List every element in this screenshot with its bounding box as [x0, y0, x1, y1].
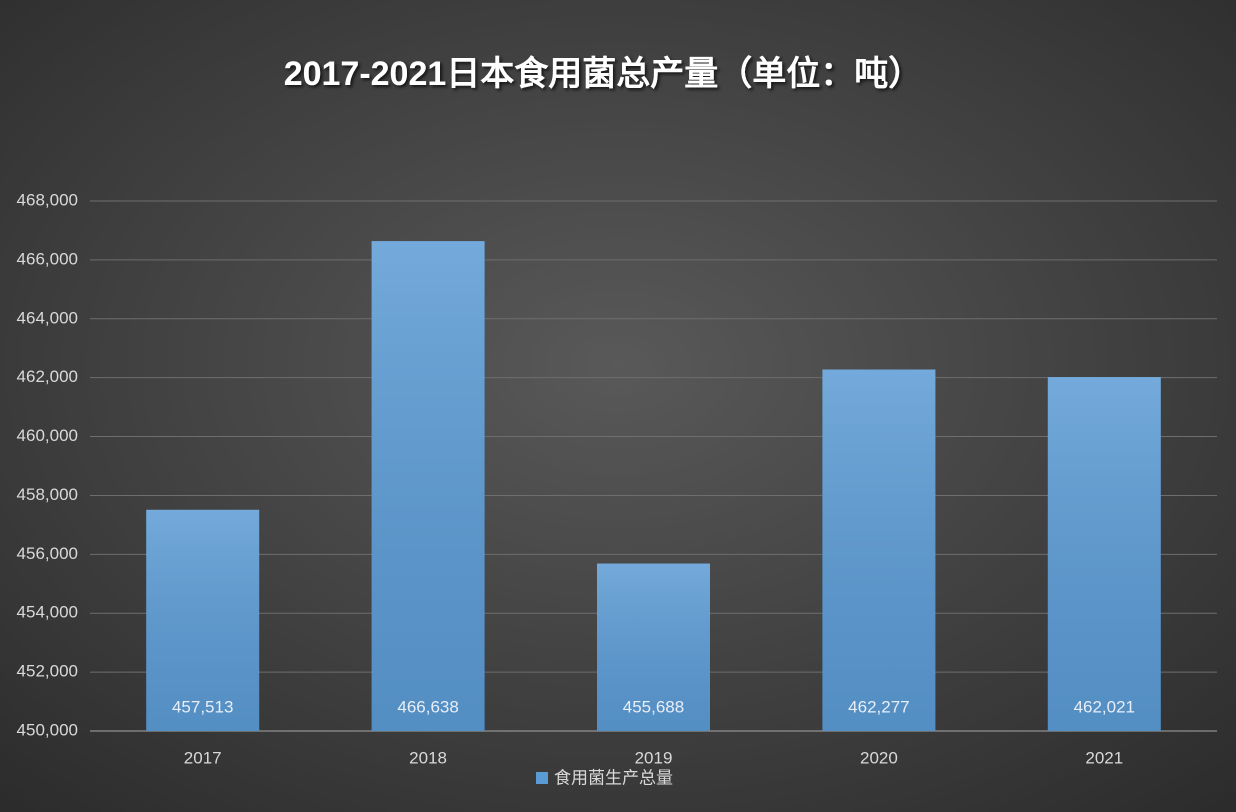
y-tick-label: 454,000: [17, 603, 78, 622]
data-label: 462,277: [848, 697, 909, 716]
x-tick-label: 2019: [635, 748, 673, 767]
bar-shine: [371, 241, 485, 731]
bar-shine: [597, 563, 710, 731]
y-tick-label: 468,000: [17, 190, 78, 209]
legend-swatch: [536, 772, 548, 784]
data-label: 462,021: [1074, 697, 1135, 716]
y-tick-label: 464,000: [17, 308, 78, 327]
x-tick-label: 2018: [409, 748, 447, 767]
bar-shine: [1047, 377, 1161, 731]
bar-shine: [822, 369, 936, 731]
y-tick-label: 450,000: [17, 720, 78, 739]
data-label: 457,513: [172, 697, 233, 716]
data-label: 455,688: [623, 697, 684, 716]
x-tick-label: 2020: [860, 748, 898, 767]
y-tick-label: 452,000: [17, 662, 78, 681]
x-tick-label: 2017: [184, 748, 222, 767]
y-tick-label: 458,000: [17, 485, 78, 504]
y-tick-label: 456,000: [17, 544, 78, 563]
data-label: 466,638: [397, 697, 458, 716]
chart-title: 2017-2021日本食用菌总产量（单位：吨）: [284, 54, 923, 93]
bar-shine: [146, 509, 260, 731]
y-tick-label: 466,000: [17, 249, 78, 268]
legend-label: 食用菌生产总量: [554, 768, 673, 787]
y-tick-label: 462,000: [17, 367, 78, 386]
y-tick-label: 460,000: [17, 426, 78, 445]
x-tick-label: 2021: [1085, 748, 1123, 767]
